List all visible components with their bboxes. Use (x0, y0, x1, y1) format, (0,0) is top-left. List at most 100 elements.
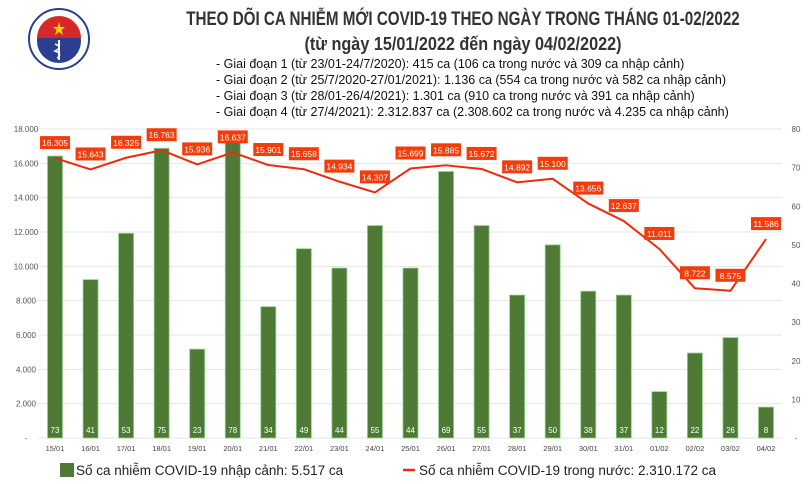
x-axis-tick-label: 03/02 (721, 444, 740, 453)
bar-imported-cases (82, 279, 99, 439)
x-axis-tick-label: 29/01 (543, 444, 562, 453)
left-axis-tick-label: - (25, 434, 28, 443)
line-data-label: 11.011 (647, 229, 672, 239)
line-data-label-box (644, 226, 675, 240)
left-axis-tick-label: 14.000 (14, 194, 39, 203)
line-data-label-box (217, 130, 248, 144)
line-data-label-box (395, 146, 426, 160)
bar-imported-cases (189, 348, 206, 439)
bar-data-label: 75 (157, 426, 166, 435)
line-data-label: 15.643 (78, 149, 104, 159)
bar-data-label: 55 (477, 426, 486, 435)
line-data-label: 14.934 (326, 162, 352, 172)
line-data-label: 15.901 (255, 145, 281, 155)
bar-data-label: 12 (655, 426, 664, 435)
x-axis-tick-label: 17/01 (117, 444, 136, 453)
right-axis-tick-label: 40 (792, 280, 801, 289)
right-axis-tick-label: 50 (792, 241, 801, 250)
left-axis-tick-label: 10.000 (14, 262, 39, 271)
bar-data-label: 69 (442, 426, 451, 435)
bar-data-label: 55 (370, 426, 379, 435)
bar-imported-cases (651, 391, 668, 439)
left-axis-tick-label: 12.000 (14, 228, 39, 237)
x-axis-tick-label: 24/01 (366, 444, 385, 453)
left-axis-tick-label: 8.000 (16, 297, 37, 306)
line-data-label-box (324, 159, 355, 173)
line-data-label: 16.325 (113, 138, 139, 148)
line-data-label-box (502, 160, 533, 174)
bar-imported-cases (153, 147, 170, 439)
bar-imported-cases (224, 136, 241, 439)
line-data-label: 15.100 (540, 159, 566, 169)
line-data-label: 8.722 (684, 268, 706, 278)
bar-imported-cases (118, 232, 134, 439)
line-data-label: 14.892 (504, 162, 530, 172)
x-axis-tick-label: 16/01 (81, 444, 100, 453)
bar-imported-cases (367, 225, 383, 439)
bar-data-label: 22 (690, 426, 699, 435)
line-data-label: 16.637 (220, 132, 246, 142)
line-data-label-box (40, 136, 70, 150)
x-axis-tick-label: 15/01 (46, 444, 65, 453)
bar-imported-cases (438, 171, 454, 439)
x-axis-tick-label: 20/01 (223, 444, 242, 453)
right-axis-tick-label: - (795, 434, 798, 443)
note-phase-3: - Giai đoạn 3 (từ 28/01-26/4/2021): 1.30… (216, 89, 695, 103)
line-data-label-box (537, 156, 568, 170)
line-data-label-box (182, 142, 213, 156)
note-phase-1: - Giai đoạn 1 (từ 23/01-24/7/2020): 415 … (216, 57, 685, 71)
bar-data-label: 44 (335, 426, 344, 435)
x-axis-tick-label: 19/01 (188, 444, 207, 453)
line-data-label: 15.699 (398, 149, 424, 159)
line-data-label-box (288, 147, 319, 161)
bar-imported-cases (402, 267, 419, 439)
line-data-label: 8.575 (720, 271, 742, 281)
bar-data-label: 37 (619, 426, 628, 435)
note-phase-4: - Giai đoạn 4 (từ 27/4/2021): 2.312.837 … (216, 105, 729, 119)
legend-domestic-label: Số ca nhiễm COVID-19 trong nước: 2.310.1… (419, 463, 717, 478)
bar-data-label: 26 (726, 426, 735, 435)
bar-imported-cases (580, 290, 597, 439)
right-axis-tick-label: 10 (792, 395, 801, 404)
x-axis-tick-label: 30/01 (579, 444, 598, 453)
left-axis-tick-label: 4.000 (16, 365, 37, 374)
line-data-label: 12.637 (611, 201, 637, 211)
bar-imported-cases (544, 244, 561, 439)
x-axis-tick-label: 22/01 (294, 444, 313, 453)
bar-imported-cases (331, 267, 348, 439)
right-axis-tick-label: 80 (792, 125, 801, 134)
bar-data-label: 44 (406, 426, 415, 435)
line-data-label: 14.307 (362, 172, 388, 182)
bar-data-label: 78 (228, 426, 237, 435)
bar-data-label: 41 (86, 426, 95, 435)
line-data-label-box (573, 181, 604, 195)
ministry-of-health-logo (28, 8, 90, 70)
x-axis-tick-label: 27/01 (472, 444, 491, 453)
bar-imported-cases (473, 225, 490, 439)
chart-subtitle: (từ ngày 15/01/2022 đến ngày 04/02/2022) (304, 34, 622, 54)
bar-imported-cases (615, 294, 632, 439)
left-axis-tick-label: 6.000 (16, 331, 37, 340)
line-data-label-box (111, 135, 142, 149)
x-axis-tick-label: 23/01 (330, 444, 349, 453)
bar-imported-cases (260, 306, 277, 439)
left-axis-tick-label: 2.000 (16, 400, 37, 409)
line-data-label-box (253, 143, 284, 157)
bar-data-label: 8 (764, 426, 769, 435)
chart-title: THEO DÕI CA NHIỄM MỚI COVID-19 THEO NGÀY… (186, 9, 740, 30)
line-data-label-box (751, 217, 781, 231)
line-data-label-box (146, 128, 177, 142)
legend-imported-label: Số ca nhiễm COVID-19 nhập cảnh: 5.517 ca (76, 463, 344, 478)
x-axis-tick-label: 01/02 (650, 444, 669, 453)
line-data-label-box (679, 266, 710, 280)
x-axis-tick-label: 28/01 (508, 444, 527, 453)
left-axis-tick-label: 18.000 (14, 125, 39, 134)
bar-imported-cases (47, 155, 63, 439)
bar-data-label: 37 (513, 426, 522, 435)
x-axis-tick-label: 31/01 (614, 444, 633, 453)
line-data-label: 16.763 (149, 130, 175, 140)
bar-data-label: 38 (584, 426, 593, 435)
bar-data-label: 73 (51, 426, 60, 435)
legend-bar-swatch (60, 463, 74, 477)
